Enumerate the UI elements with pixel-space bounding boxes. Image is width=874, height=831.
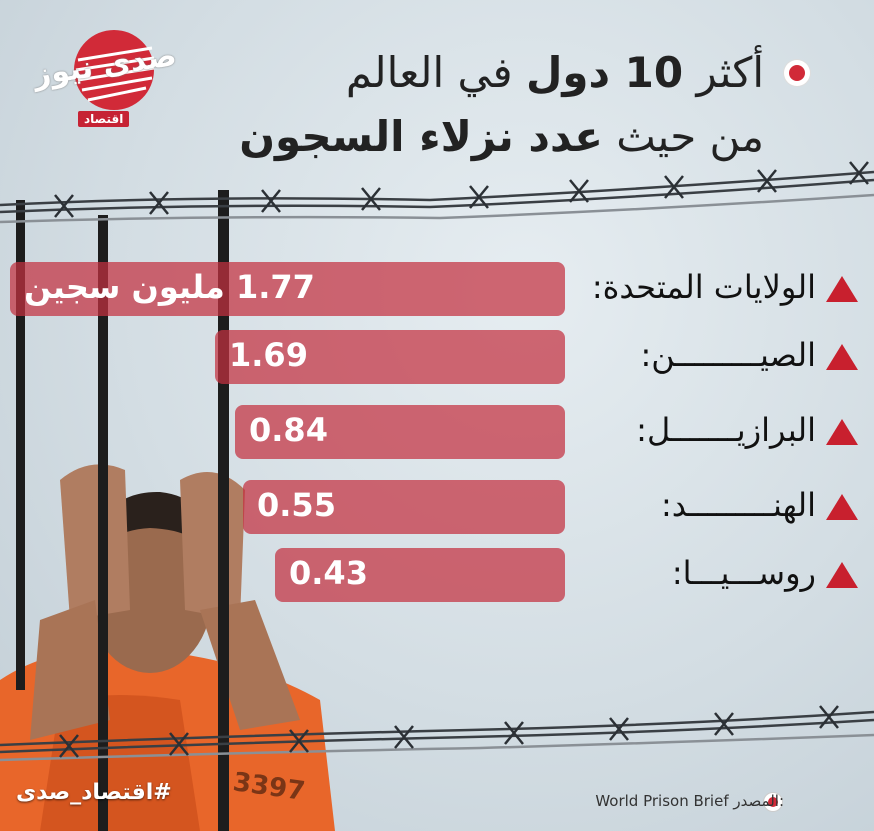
bar <box>10 262 565 316</box>
chart-row: 0.84 البرازيـــــــل: <box>0 405 874 461</box>
title-bullet-icon <box>784 60 810 86</box>
barbed-wire-knots-bottom <box>59 705 839 758</box>
source-bullet-icon <box>764 793 782 811</box>
chart-row: 1.77 مليون سجين الولايات المتحدة: <box>0 262 874 318</box>
triangle-bullet-icon <box>826 419 858 445</box>
bar-value-label: 0.84 <box>249 411 328 449</box>
barbed-wire-knots-top <box>54 161 869 218</box>
bar-value-label: 1.77 مليون سجين <box>24 268 315 306</box>
source-value: World Prison Brief <box>595 792 729 810</box>
title-line-1: أكثر 10 دول في العالم <box>345 48 764 97</box>
hashtag: #اقتصاد_صدى <box>16 780 172 805</box>
triangle-bullet-icon <box>826 494 858 520</box>
bar-value-label: 1.69 <box>229 336 308 374</box>
chart-row: 1.69 الصيـــــــــن: <box>0 330 874 386</box>
brand-logo <box>74 30 155 110</box>
triangle-bullet-icon <box>826 562 858 588</box>
bar-value-label: 0.55 <box>257 486 336 524</box>
bar <box>243 480 565 534</box>
triangle-bullet-icon <box>826 344 858 370</box>
barbed-wire-bottom <box>0 710 874 762</box>
category-label: الهنـــــــــد: <box>661 486 816 524</box>
prison-bars <box>16 190 229 831</box>
source-label: المصدر: <box>733 792 784 810</box>
chart-row: 0.43 روســـيـــا: <box>0 548 874 604</box>
bar <box>275 548 565 602</box>
bar-value-label: 0.43 <box>289 554 368 592</box>
category-label: البرازيـــــــل: <box>636 411 816 449</box>
brand-tag: اقتصاد <box>78 111 130 127</box>
title-line-2: من حيث عدد نزلاء السجون <box>239 112 764 161</box>
triangle-bullet-icon <box>826 276 858 302</box>
source-text: World Prison Brief المصدر: <box>595 792 784 810</box>
category-label: الولايات المتحدة: <box>591 268 816 306</box>
bar <box>235 405 565 459</box>
bar <box>215 330 565 384</box>
chart-row: 0.55 الهنـــــــــد: <box>0 480 874 536</box>
category-label: الصيـــــــــن: <box>640 336 816 374</box>
barbed-wire-top <box>0 170 874 224</box>
category-label: روســـيـــا: <box>671 554 816 592</box>
